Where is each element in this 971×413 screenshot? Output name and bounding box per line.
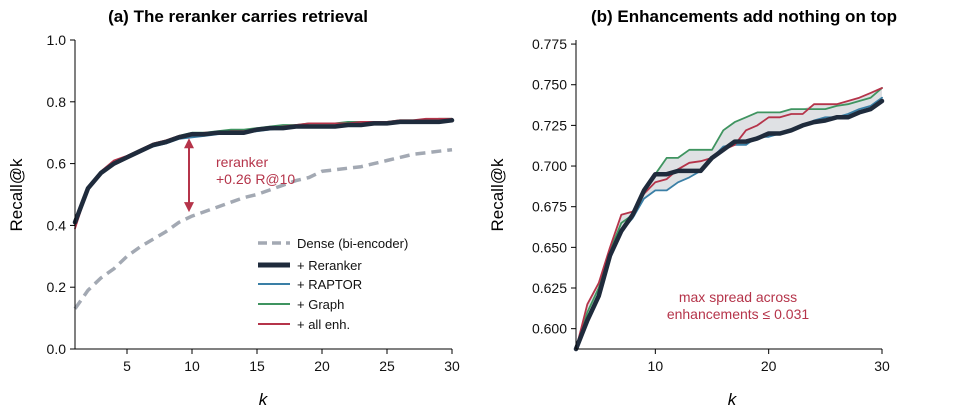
panel-b-ytick-label: 0.750 [532, 77, 567, 93]
panel-b: (b) Enhancements add nothing on top 0.60… [488, 7, 897, 409]
panel-b-ytick-label: 0.625 [532, 280, 567, 296]
panel-a-series-layer [72, 117, 455, 310]
panel-a-x-ticks: 5 10 15 20 25 30 [123, 349, 460, 374]
panel-a-ytick-label: 0.0 [47, 341, 67, 357]
panel-a-series-dense [73, 147, 453, 310]
legend-label-dense: Dense (bi-encoder) [297, 236, 408, 251]
panel-a-y-ticks: 0.0 0.2 0.4 0.6 0.8 1.0 [47, 32, 75, 357]
panel-b-xtick-label: 10 [648, 358, 664, 374]
panel-a-ytick-label: 0.4 [47, 217, 67, 233]
panel-b-xtick-label: 20 [761, 358, 777, 374]
spread-annotation-line2: enhancements ≤ 0.031 [667, 306, 810, 322]
panel-b-ytick-label: 0.675 [532, 199, 567, 215]
legend-label-graph: + Graph [297, 297, 344, 312]
legend: Dense (bi-encoder) + Reranker + RAPTOR +… [258, 236, 408, 332]
panel-b-x-ticks: 10 20 30 [648, 349, 890, 374]
legend-label-reranker: + Reranker [297, 258, 362, 273]
panel-b-title: (b) Enhancements add nothing on top [591, 7, 897, 26]
panel-a-xtick-label: 20 [314, 358, 330, 374]
panel-b-y-ticks: 0.600 0.625 0.650 0.675 0.700 0.725 0.750 0.775 [532, 36, 576, 337]
panel-b-ytick-label: 0.700 [532, 158, 567, 174]
panel-b-y-label: Recall@k [488, 158, 507, 231]
panel-a-series-reranker [72, 118, 455, 225]
panel-a-ytick-label: 0.6 [47, 156, 67, 172]
panel-a-xtick-label: 30 [444, 358, 460, 374]
panel-b-series-layer [573, 87, 885, 352]
panel-a-xtick-label: 5 [123, 358, 131, 374]
panel-b-ytick-label: 0.725 [532, 117, 567, 133]
panel-b-x-label: k [728, 390, 738, 409]
gain-arrow-head-bottom [184, 202, 194, 213]
panel-a-xtick-label: 10 [184, 358, 200, 374]
panel-a-title: (a) The reranker carries retrieval [108, 7, 368, 26]
gain-arrow-head-top [184, 138, 194, 149]
legend-label-raptor: + RAPTOR [297, 277, 362, 292]
legend-label-all-enh: + all enh. [297, 317, 350, 332]
panel-a-ytick-label: 0.2 [47, 279, 67, 295]
gain-annotation-line1: reranker [216, 154, 268, 170]
reranker-gain-annotation: reranker +0.26 R@10 [184, 138, 295, 213]
panel-b-spread-band [576, 88, 882, 349]
panel-a-y-label: Recall@k [7, 158, 26, 231]
gain-annotation-line2: +0.26 R@10 [216, 171, 295, 187]
panel-b-ytick-label: 0.775 [532, 36, 567, 52]
panel-b-ytick-label: 0.600 [532, 321, 567, 337]
panel-b-ytick-label: 0.650 [532, 239, 567, 255]
panel-a-ytick-label: 1.0 [47, 32, 67, 48]
panel-b-band-layer [576, 88, 882, 349]
panel-a-x-label: k [259, 390, 269, 409]
spread-annotation-line1: max spread across [679, 289, 797, 305]
panel-a-ytick-label: 0.8 [47, 94, 67, 110]
panel-a: (a) The reranker carries retrieval 0.00.… [7, 7, 460, 409]
panel-a-xtick-label: 25 [379, 358, 395, 374]
panel-b-series-graph [575, 87, 883, 350]
panel-a-xtick-label: 15 [249, 358, 265, 374]
panel-b-xtick-label: 30 [874, 358, 890, 374]
panel-b-series-reranker [573, 98, 885, 352]
